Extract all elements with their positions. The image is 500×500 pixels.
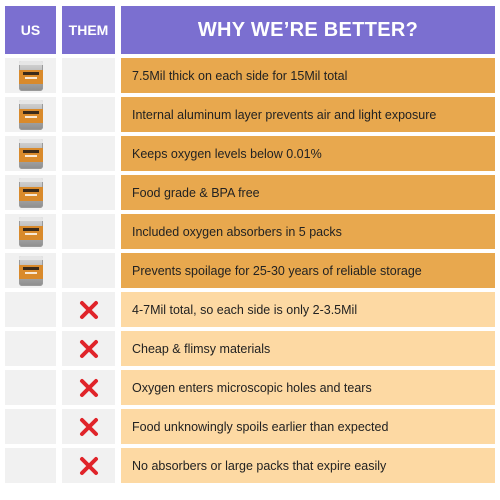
product-bag-icon xyxy=(18,216,43,247)
product-bag-icon xyxy=(18,60,43,91)
feature-text: Food grade & BPA free xyxy=(121,175,495,210)
comparison-table: US THEM WHY WE’RE BETTER? 7.5Mil thick o… xyxy=(5,6,495,483)
them-cell xyxy=(62,409,115,444)
them-cell xyxy=(62,58,115,93)
x-icon xyxy=(79,378,98,397)
product-bag-icon xyxy=(18,138,43,169)
feature-text: 4-7Mil total, so each side is only 2-3.5… xyxy=(121,292,495,327)
us-cell xyxy=(5,409,56,444)
x-icon xyxy=(79,300,98,319)
us-cell xyxy=(5,331,56,366)
them-cell xyxy=(62,370,115,405)
us-cell xyxy=(5,136,56,171)
header-us: US xyxy=(5,6,56,54)
product-bag-icon xyxy=(18,177,43,208)
feature-text: No absorbers or large packs that expire … xyxy=(121,448,495,483)
x-icon xyxy=(79,339,98,358)
us-cell xyxy=(5,97,56,132)
us-cell xyxy=(5,253,56,288)
feature-text: Prevents spoilage for 25-30 years of rel… xyxy=(121,253,495,288)
feature-text: Included oxygen absorbers in 5 packs xyxy=(121,214,495,249)
header-title: WHY WE’RE BETTER? xyxy=(121,6,495,54)
them-cell xyxy=(62,175,115,210)
them-cell xyxy=(62,97,115,132)
them-cell xyxy=(62,331,115,366)
us-cell xyxy=(5,58,56,93)
x-icon xyxy=(79,417,98,436)
them-cell xyxy=(62,136,115,171)
them-cell xyxy=(62,292,115,327)
them-cell xyxy=(62,214,115,249)
us-cell xyxy=(5,214,56,249)
feature-text: Oxygen enters microscopic holes and tear… xyxy=(121,370,495,405)
feature-text: Internal aluminum layer prevents air and… xyxy=(121,97,495,132)
feature-text: Food unknowingly spoils earlier than exp… xyxy=(121,409,495,444)
them-cell xyxy=(62,448,115,483)
header-them: THEM xyxy=(62,6,115,54)
us-cell xyxy=(5,370,56,405)
feature-text: Cheap & flimsy materials xyxy=(121,331,495,366)
feature-text: Keeps oxygen levels below 0.01% xyxy=(121,136,495,171)
us-cell xyxy=(5,292,56,327)
x-icon xyxy=(79,456,98,475)
us-cell xyxy=(5,175,56,210)
them-cell xyxy=(62,253,115,288)
product-bag-icon xyxy=(18,255,43,286)
us-cell xyxy=(5,448,56,483)
feature-text: 7.5Mil thick on each side for 15Mil tota… xyxy=(121,58,495,93)
product-bag-icon xyxy=(18,99,43,130)
